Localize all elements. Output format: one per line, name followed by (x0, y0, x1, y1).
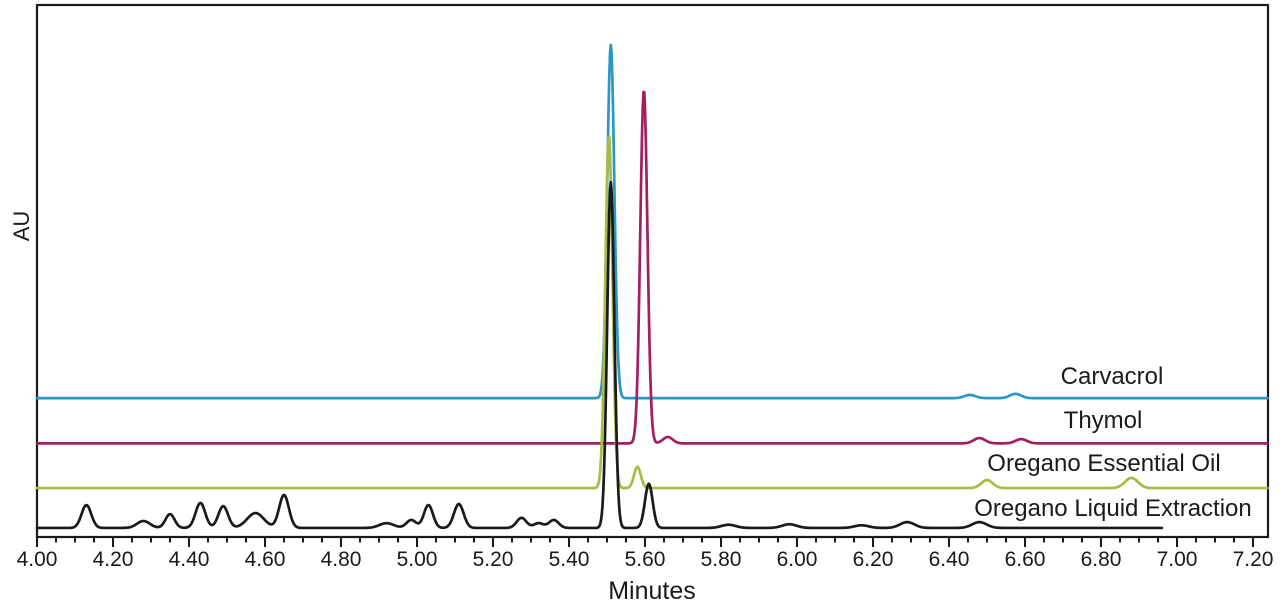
trace-carvacrol (35, 43, 1269, 400)
x-tick-label: 4.80 (321, 548, 362, 571)
trace-layer (35, 43, 1269, 530)
x-tick-label: 6.00 (777, 548, 818, 571)
plot-frame-layer (35, 3, 1270, 539)
x-tick-label: 5.20 (473, 548, 514, 571)
x-tick-label: 4.40 (169, 548, 210, 571)
x-tick-label: 7.00 (1157, 548, 1198, 571)
x-tick-label: 4.60 (245, 548, 286, 571)
x-tick-label: 4.20 (93, 548, 134, 571)
trace-oregano-liquid-extraction (35, 180, 1164, 530)
x-tick-label: 6.60 (1005, 548, 1046, 571)
x-tick-label: 4.00 (17, 548, 58, 571)
trace-label-thymol: Thymol (1063, 407, 1143, 434)
trace-label-oregano-essential-oil: Oregano Essential Oil (987, 450, 1221, 477)
y-axis-label: AU (9, 211, 34, 242)
x-axis-label: Minutes (608, 577, 696, 605)
x-axis-ticks (36, 537, 1254, 547)
trace-label-carvacrol: Carvacrol (1060, 363, 1164, 390)
x-tick-label: 6.40 (929, 548, 970, 571)
x-tick-label: 6.20 (853, 548, 894, 571)
x-tick-label: 6.80 (1081, 548, 1122, 571)
x-tick-label: 5.40 (549, 548, 590, 571)
x-tick-label: 7.20 (1233, 548, 1274, 571)
x-tick-label: 5.60 (625, 548, 666, 571)
trace-label-oregano-liquid-extraction: Oregano Liquid Extraction (974, 495, 1252, 522)
trace-thymol (35, 90, 1269, 445)
plot-frame (35, 3, 1270, 539)
trace-oregano-essential-oil (35, 135, 1269, 490)
x-tick-label: 5.00 (397, 548, 438, 571)
x-axis-tick-labels: 4.00 4.20 4.40 4.60 4.80 5.00 5.20 5.40 5.60 5.80… (17, 548, 1274, 571)
x-tick-label: 5.80 (701, 548, 742, 571)
